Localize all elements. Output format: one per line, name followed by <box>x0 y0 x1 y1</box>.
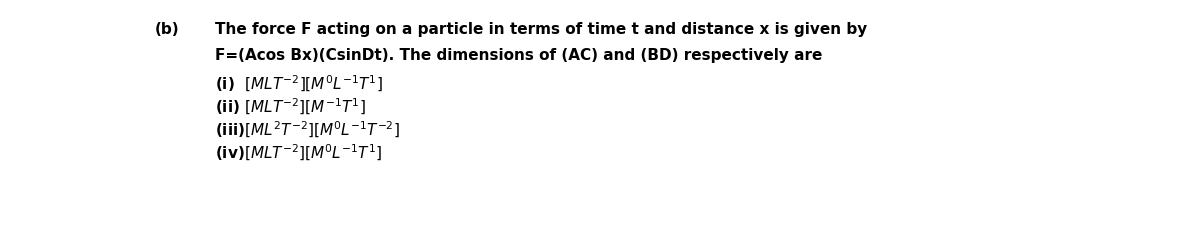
Text: (iii)$[ML^{2}T^{-2}][M^{0}L^{-1}T^{-2}]$: (iii)$[ML^{2}T^{-2}][M^{0}L^{-1}T^{-2}]$ <box>215 120 400 140</box>
Text: The force F acting on a particle in terms of time t and distance x is given by: The force F acting on a particle in term… <box>215 22 868 37</box>
Text: (i)  $[MLT^{-2}][M^{0}L^{-1}T^{1}]$: (i) $[MLT^{-2}][M^{0}L^{-1}T^{1}]$ <box>215 74 383 94</box>
Text: (b): (b) <box>155 22 180 37</box>
Text: (iv)$[MLT^{-2}][M^{0}L^{-1}T^{1}]$: (iv)$[MLT^{-2}][M^{0}L^{-1}T^{1}]$ <box>215 143 382 163</box>
Text: (ii) $[MLT^{-2}][M^{-1}T^{1}]$: (ii) $[MLT^{-2}][M^{-1}T^{1}]$ <box>215 97 366 117</box>
Text: F=(Acos Bx)(CsinDt). The dimensions of (AC) and (BD) respectively are: F=(Acos Bx)(CsinDt). The dimensions of (… <box>215 48 822 63</box>
